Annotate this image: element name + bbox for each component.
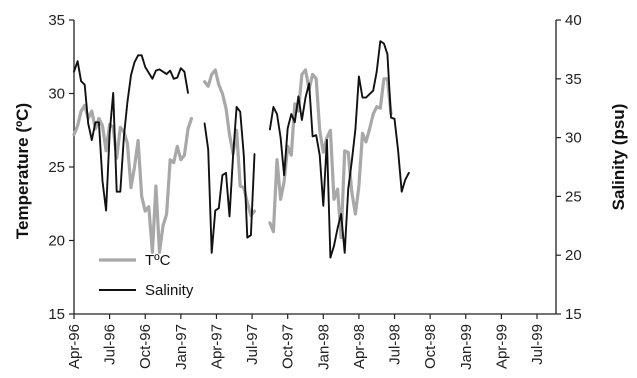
left-y-tick-label: 35	[48, 12, 65, 29]
x-tick-label: Apr-97	[208, 324, 225, 369]
series-lines	[72, 40, 410, 259]
x-tick-label: Jan-98	[315, 324, 332, 370]
left-y-axis-title: Temperature (ºC)	[13, 103, 32, 239]
left-y-tick-label: 15	[48, 306, 65, 323]
x-tick-label: Jan-97	[173, 324, 190, 370]
right-y-axis-title: Salinity (psu)	[609, 104, 628, 211]
x-tick-label: Oct-96	[137, 324, 154, 369]
right-y-tick-label: 30	[565, 130, 582, 147]
salinity-series-line	[203, 106, 256, 254]
right-y-tick-label: 25	[565, 188, 582, 205]
x-tick-label: Oct-97	[280, 324, 297, 369]
x-tick-label: Apr-98	[351, 324, 368, 369]
right-y-tick-label: 15	[565, 306, 582, 323]
x-tick-label: Apr-99	[493, 324, 510, 369]
salinity-series-line	[268, 40, 410, 259]
x-tick-label: Jul-98	[387, 324, 404, 365]
legend: TºC Salinity	[99, 252, 194, 299]
temperature-series-line	[268, 68, 393, 240]
right-y-tick-label: 20	[565, 247, 582, 264]
left-y-tick-label: 30	[48, 86, 65, 103]
x-tick-label: Apr-96	[66, 324, 83, 369]
legend-temperature-label: TºC	[145, 252, 171, 269]
right-y-tick-label: 40	[565, 12, 582, 29]
x-tick-label: Jul-97	[244, 324, 261, 365]
temperature-series-line	[72, 103, 194, 254]
x-tick-label: Jan-99	[458, 324, 475, 370]
salinity-series-line	[73, 54, 189, 212]
axis-ticks: 15 20 25 30 35 15 20 25 30 35 40 Apr-96 Jul-96 Oct-96…	[13, 12, 628, 370]
x-tick-label: Jul-99	[529, 324, 546, 365]
x-tick-label: Oct-98	[422, 324, 439, 369]
x-tick-label: Jul-96	[102, 324, 119, 365]
left-y-tick-label: 20	[48, 233, 65, 250]
temperature-series-line	[203, 68, 257, 218]
legend-salinity-label: Salinity	[145, 282, 194, 299]
plot-frame	[73, 20, 557, 315]
right-y-tick-label: 35	[565, 71, 582, 88]
left-y-tick-label: 25	[48, 159, 65, 176]
